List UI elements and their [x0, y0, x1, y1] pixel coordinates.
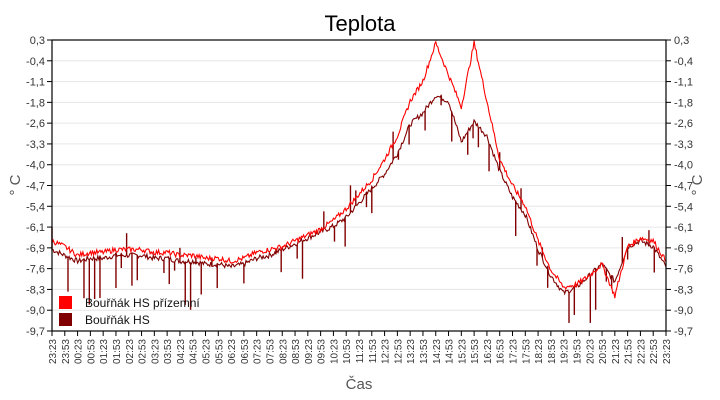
x-tick-label: 06:53: [240, 339, 251, 364]
x-tick-label: 08:53: [291, 339, 302, 364]
x-tick-label: 16:53: [496, 339, 507, 364]
chart-title: Teplota: [325, 11, 397, 36]
x-tick-label: 05:23: [202, 339, 213, 364]
legend-label-hs: Bouřňák HS: [85, 313, 150, 327]
x-axis: 23:23 23:53 00:23 00:53 01:23 01:53 02:23 02:53…: [48, 331, 673, 364]
x-tick-label: 22:53: [649, 339, 660, 364]
x-tick-label: 06:23: [227, 339, 238, 364]
y-axis-label-right: ° C: [689, 174, 706, 195]
x-tick-label: 03:53: [163, 339, 174, 364]
x-tick-label: 15:23: [457, 339, 468, 364]
x-tick-label: 08:23: [278, 339, 289, 364]
y-axis-left: 0,3 -0,4 -1,1 -1,8 -2,6 -3,3 -4,0 -4,7 -5,4 -6,1 -…: [26, 35, 52, 338]
x-tick-label: 17:53: [521, 339, 532, 364]
x-tick-label: 03:23: [150, 339, 161, 364]
y-tick-label: -7,6: [674, 264, 693, 276]
x-tick-label: 09:23: [304, 339, 315, 364]
x-tick-label: 16:23: [483, 339, 494, 364]
x-tick-label: 23:23: [48, 339, 59, 364]
y-tick-label: -1,8: [674, 97, 693, 109]
y-tick-label: -8,3: [26, 284, 45, 296]
y-tick-label: -3,3: [26, 139, 45, 151]
x-tick-label: 19:23: [560, 339, 571, 364]
y-tick-label: -9,0: [674, 305, 693, 317]
x-tick-label: 11:23: [355, 339, 366, 364]
x-tick-label: 23:23: [662, 339, 673, 364]
x-tick-label: 11:53: [368, 339, 379, 364]
y-tick-label: -6,9: [26, 243, 45, 255]
x-tick-label: 02:53: [138, 339, 149, 364]
y-tick-label: -2,6: [674, 118, 693, 130]
x-tick-label: 01:53: [112, 339, 123, 364]
y-tick-label: -6,1: [674, 222, 693, 234]
x-tick-label: 22:23: [636, 339, 647, 364]
y-tick-label: -1,1: [26, 77, 45, 89]
x-tick-label: 02:23: [125, 339, 136, 364]
x-tick-label: 20:53: [598, 339, 609, 364]
y-tick-label: 0,3: [674, 35, 689, 47]
x-tick-label: 10:53: [342, 339, 353, 364]
x-tick-label: 10:23: [329, 339, 340, 364]
x-tick-label: 04:23: [176, 339, 187, 364]
x-tick-label: 12:23: [381, 339, 392, 364]
x-tick-label: 12:53: [393, 339, 404, 364]
x-tick-label: 21:23: [611, 339, 622, 364]
x-tick-label: 19:53: [572, 339, 583, 364]
y-tick-label: -7,6: [26, 264, 45, 276]
x-tick-label: 00:23: [74, 339, 85, 364]
y-tick-label: -4,7: [26, 181, 45, 193]
x-tick-label: 07:53: [265, 339, 276, 364]
series-line: [51, 40, 667, 299]
series-line: [51, 93, 667, 296]
x-tick-label: 13:53: [419, 339, 430, 364]
y-tick-label: -9,7: [26, 326, 45, 338]
series-group: [51, 40, 667, 323]
y-tick-label: -9,0: [26, 305, 45, 317]
x-tick-label: 15:53: [470, 339, 481, 364]
gridlines: [52, 60, 666, 311]
x-axis-label: Čas: [346, 376, 373, 393]
y-tick-label: -5,4: [674, 201, 693, 213]
x-tick-label: 23:53: [61, 339, 72, 364]
y-tick-label: 0,3: [30, 35, 45, 47]
y-tick-label: -4,0: [674, 160, 693, 172]
y-tick-label: -2,6: [26, 118, 45, 130]
y-axis-label-left: ° C: [7, 174, 24, 195]
x-tick-label: 17:23: [509, 339, 520, 364]
x-tick-label: 09:53: [317, 339, 328, 364]
y-tick-label: -4,7: [674, 181, 693, 193]
y-tick-label: -3,3: [674, 139, 693, 151]
y-tick-label: -0,4: [26, 56, 45, 68]
legend-label-prizemni: Bouřňák HS přízemní: [85, 296, 200, 310]
y-tick-label: -4,0: [26, 160, 45, 172]
legend-swatch-hs: [59, 313, 72, 326]
y-tick-label: -0,4: [674, 56, 693, 68]
x-tick-label: 05:53: [214, 339, 225, 364]
x-tick-label: 14:53: [445, 339, 456, 364]
x-tick-label: 20:23: [585, 339, 596, 364]
y-tick-label: -1,8: [26, 97, 45, 109]
y-tick-label: -1,1: [674, 77, 693, 89]
legend-swatch-prizemni: [59, 296, 72, 309]
x-tick-label: 04:53: [189, 339, 200, 364]
x-tick-label: 18:53: [547, 339, 558, 364]
y-tick-label: -6,1: [26, 222, 45, 234]
x-tick-label: 13:23: [406, 339, 417, 364]
y-tick-label: -9,7: [674, 326, 693, 338]
y-tick-label: -6,9: [674, 243, 693, 255]
x-tick-label: 14:23: [432, 339, 443, 364]
x-tick-label: 01:23: [99, 339, 110, 364]
x-tick-label: 21:53: [624, 339, 635, 364]
x-tick-label: 07:23: [253, 339, 264, 364]
y-tick-label: -8,3: [674, 284, 693, 296]
y-tick-label: -5,4: [26, 201, 45, 213]
x-tick-label: 18:23: [534, 339, 545, 364]
y-axis-right: 0,3 -0,4 -1,1 -1,8 -2,6 -3,3 -4,0 -4,7 -5,4 -6,1 -…: [666, 35, 693, 338]
legend: Bouřňák HS přízemní Bouřňák HS: [59, 296, 200, 327]
x-tick-label: 00:53: [86, 339, 97, 364]
